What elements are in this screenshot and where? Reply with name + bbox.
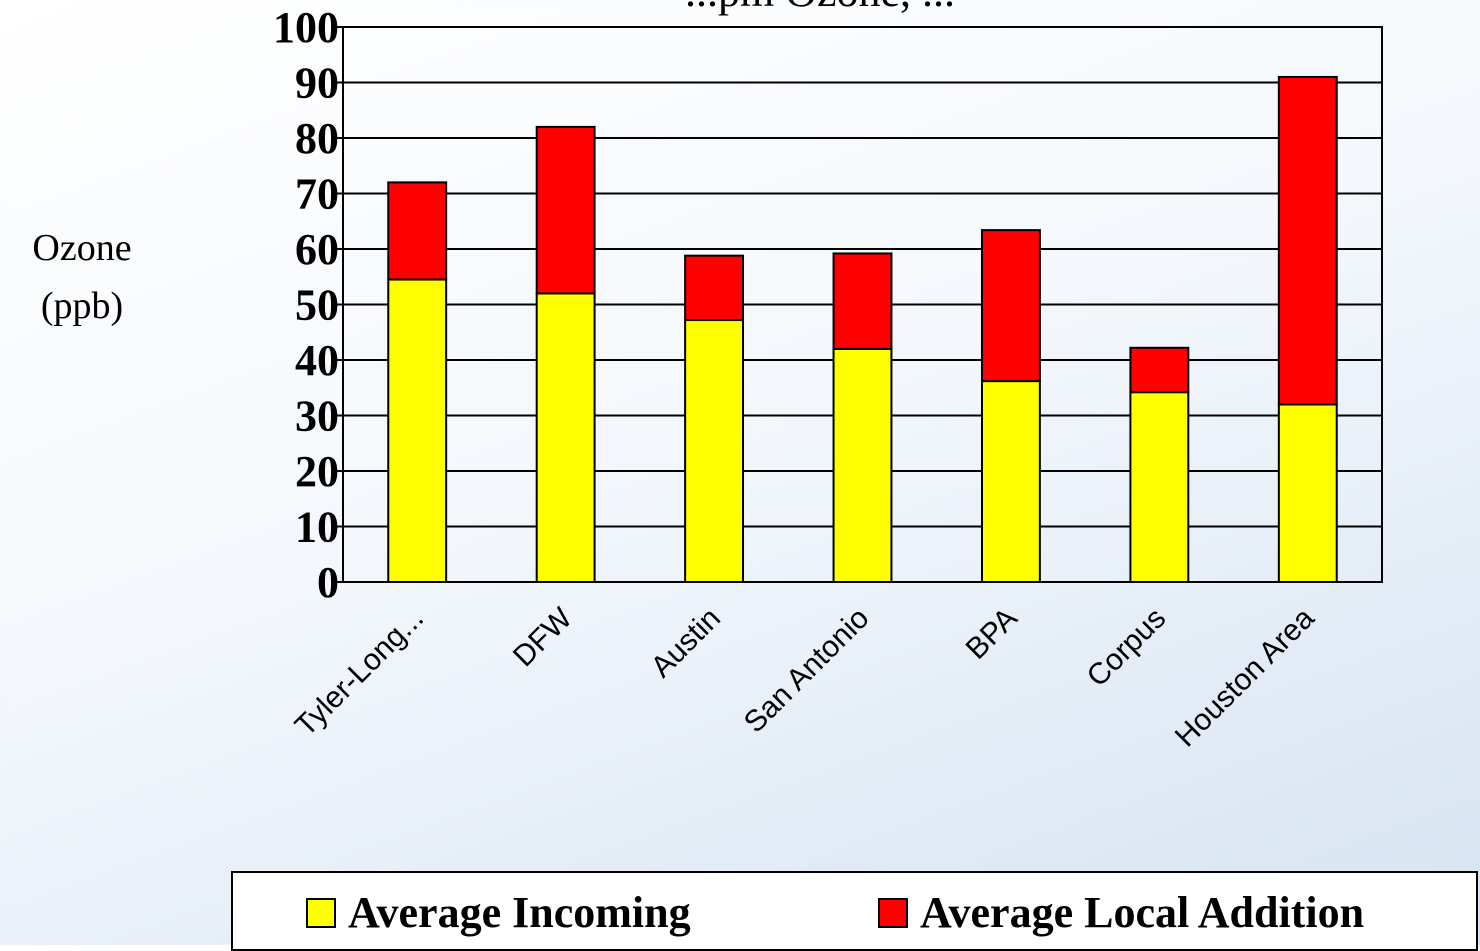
bar-local-addition-3 — [832, 252, 893, 350]
legend-label-incoming: Average Incoming — [348, 888, 691, 937]
bar-incoming-3 — [832, 347, 893, 583]
x-tick-label: BPA — [960, 602, 1024, 666]
legend-label-local-addition: Average Local Addition — [920, 888, 1365, 937]
legend-swatch-local-addition — [878, 898, 908, 928]
bar-incoming-4 — [980, 380, 1041, 583]
y-tick-label: 80 — [295, 114, 339, 163]
y-tick-label: 0 — [317, 558, 339, 607]
y-tick-label: 70 — [295, 170, 339, 219]
bar-incoming-2 — [684, 319, 745, 583]
y-tick-label: 100 — [273, 3, 339, 52]
y-tick-label: 50 — [295, 281, 339, 330]
axes — [335, 26, 1383, 583]
y-axis-ticks: 0 10 20 30 40 50 60 70 80 90 100 — [273, 3, 339, 607]
x-tick-label: Corpus — [1081, 602, 1173, 694]
y-axis-label-line-2: (ppb) — [41, 285, 123, 327]
y-tick-label: 90 — [295, 59, 339, 108]
x-tick-label: Tyler-Long... — [289, 602, 430, 743]
bar-incoming-6 — [1277, 403, 1338, 583]
bars — [387, 75, 1338, 583]
bar-incoming-0 — [387, 278, 448, 583]
legend-swatch-incoming — [306, 898, 336, 928]
bar-local-addition-6 — [1277, 75, 1338, 406]
bar-local-addition-1 — [535, 125, 596, 295]
legend-item-incoming: Average Incoming — [306, 891, 691, 935]
bar-incoming-5 — [1129, 391, 1190, 583]
y-axis-label: Ozone (ppb) — [32, 227, 131, 327]
y-axis-label-line-1: Ozone — [32, 227, 131, 269]
y-tick-label: 20 — [295, 447, 339, 496]
bar-local-addition-5 — [1129, 346, 1190, 394]
y-tick-label: 10 — [295, 503, 339, 552]
legend-item-local-addition: Average Local Addition — [878, 891, 1364, 935]
x-tick-label: San Antonio — [738, 602, 876, 740]
x-tick-label: DFW — [507, 601, 579, 673]
y-tick-label: 60 — [295, 225, 339, 274]
x-tick-label: Austin — [645, 602, 727, 684]
chart-title: ...pm Ozone, ... — [685, 0, 955, 16]
bar-local-addition-0 — [387, 181, 448, 281]
legend: Average Incoming Average Local Addition — [231, 871, 1478, 951]
bar-local-addition-4 — [980, 229, 1041, 383]
bar-local-addition-2 — [684, 254, 745, 322]
y-tick-label: 30 — [295, 392, 339, 441]
y-tick-label: 40 — [295, 336, 339, 385]
bar-incoming-1 — [535, 292, 596, 583]
x-axis-ticks: Tyler-Long... DFW Austin San Antonio BPA Corp… — [289, 601, 1321, 753]
x-tick-label: Houston Area — [1169, 601, 1321, 753]
